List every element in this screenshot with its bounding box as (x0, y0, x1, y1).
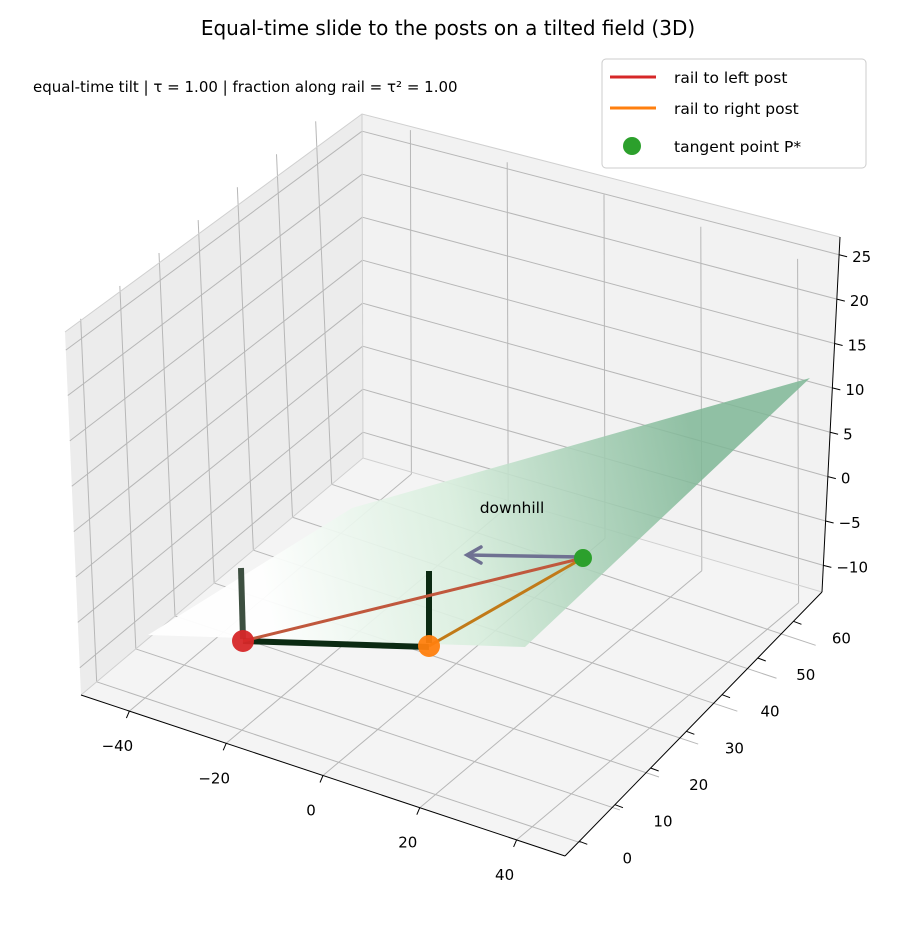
rail-right (428, 556, 584, 648)
legend-box (601, 58, 867, 169)
z-tick-label: 10 (845, 381, 864, 399)
z-tick-label: 20 (850, 292, 869, 310)
legend: rail to left post rail to right post tan… (601, 58, 867, 169)
goal-line (242, 638, 430, 650)
downhill-arrow (463, 545, 584, 565)
left-post-marker (232, 630, 254, 652)
z-tick-label: −5 (839, 514, 861, 532)
y-tick-label: 60 (832, 629, 851, 647)
legend-label-right-rail: rail to right post (674, 100, 799, 118)
downhill-label: downhill (480, 499, 545, 517)
y-tick-label: 10 (653, 813, 672, 831)
legend-swatch-tangent (623, 137, 641, 155)
rail-left (242, 556, 584, 643)
x-tick-label: −20 (198, 769, 230, 787)
z-axis-ticks: −10 −5 0 5 10 15 20 25 (823, 248, 871, 576)
y-axis-ticks: 0 10 20 30 40 50 60 (579, 620, 851, 867)
z-axis-line (821, 236, 841, 593)
x-axis-ticks: −40 −20 0 20 40 (102, 710, 518, 884)
legend-label-tangent: tangent point P* (674, 138, 801, 156)
y-tick-label: 0 (623, 849, 633, 867)
x-tick-label: −40 (102, 737, 134, 755)
z-tick-label: 5 (843, 425, 853, 443)
z-tick-label: −10 (836, 558, 868, 576)
x-tick-label: 0 (306, 802, 316, 820)
y-tick-label: 50 (796, 666, 815, 684)
y-tick-label: 30 (725, 739, 744, 757)
y-axis-line (564, 591, 823, 857)
chart-title: Equal-time slide to the posts on a tilte… (201, 16, 695, 40)
x-tick-label: 20 (398, 834, 417, 852)
y-tick-label: 20 (689, 776, 708, 794)
pane-edges (64, 113, 841, 696)
left-post (238, 567, 246, 640)
x-tick-label: 40 (495, 866, 514, 884)
legend-label-left-rail: rail to left post (674, 69, 787, 87)
left-pane (65, 114, 363, 695)
y-tick-label: 40 (761, 703, 780, 721)
tilted-surface (148, 378, 810, 647)
right-post-marker (418, 635, 440, 657)
chart-subtitle: equal-time tilt | τ = 1.00 | fraction al… (33, 78, 458, 96)
z-tick-label: 0 (841, 470, 851, 488)
z-tick-label: 25 (852, 248, 871, 266)
z-tick-label: 15 (848, 337, 867, 355)
tangent-point-marker (574, 549, 592, 567)
